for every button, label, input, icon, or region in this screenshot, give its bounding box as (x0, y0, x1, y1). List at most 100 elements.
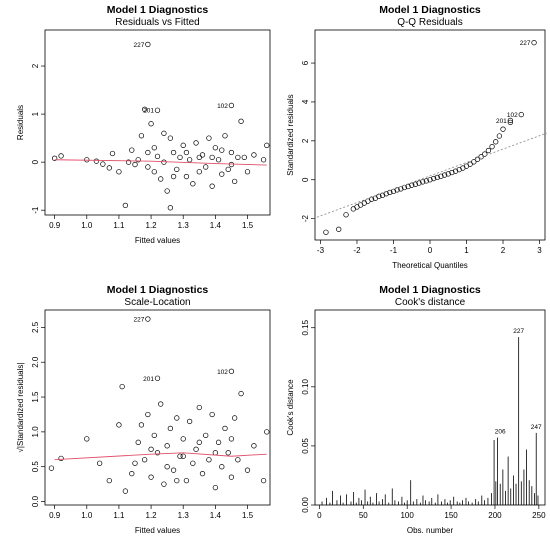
x-tick-label: 0 (428, 246, 433, 255)
data-point (449, 169, 455, 176)
data-point (215, 439, 222, 445)
data-point (225, 450, 231, 456)
x-tick-label: 0 (317, 511, 322, 520)
plot-frame (44, 309, 271, 506)
data-point (196, 404, 202, 411)
data-point (48, 465, 55, 471)
x-tick-label: 1.1 (113, 221, 125, 230)
data-point (132, 161, 138, 168)
data-point (167, 425, 174, 432)
data-point (138, 133, 145, 139)
data-point (125, 159, 132, 165)
data-point (58, 455, 64, 461)
data-point (141, 457, 148, 463)
data-point (264, 142, 270, 148)
x-tick-label: 3 (537, 246, 542, 255)
point-label: 206 (495, 429, 506, 436)
y-tick-label: 0.5 (31, 461, 40, 473)
y-tick-label: 2 (31, 63, 40, 68)
point-label: 227 (513, 328, 524, 335)
x-axis-label: Fitted values (135, 526, 180, 535)
data-point (203, 432, 209, 439)
data-point (180, 142, 186, 148)
point-label: 227 (133, 317, 144, 324)
labeled-point (154, 107, 161, 113)
data-point (438, 173, 444, 179)
data-point (158, 176, 164, 182)
data-point (368, 196, 375, 202)
labeled-point (228, 102, 235, 109)
data-point (170, 173, 177, 180)
data-point (471, 159, 477, 165)
data-point (231, 415, 238, 421)
data-point (138, 422, 145, 428)
data-point (145, 411, 151, 418)
point-label: 102 (507, 112, 518, 119)
data-point (423, 178, 429, 184)
data-point (148, 474, 154, 480)
y-tick-label: 2 (301, 138, 310, 143)
x-tick-label: 1 (464, 246, 469, 255)
data-point (109, 150, 116, 157)
x-tick-label: 1.5 (242, 511, 254, 520)
y-tick-label: 1.5 (31, 391, 40, 403)
data-point (493, 139, 499, 145)
x-tick-label: -2 (353, 246, 361, 255)
panel-subtitle: Cook's distance (395, 297, 466, 308)
data-point (141, 106, 148, 112)
y-tick-label: -2 (301, 215, 310, 223)
x-axis-label: Theoretical Quantiles (392, 261, 468, 270)
x-tick-label: 150 (444, 511, 458, 520)
panel-subtitle: Q-Q Residuals (397, 17, 463, 28)
point-label: 201 (143, 108, 154, 115)
data-point (206, 135, 212, 141)
data-point (228, 149, 235, 156)
panel-subtitle: Scale-Location (124, 297, 190, 308)
data-point (244, 169, 251, 175)
data-point (445, 171, 451, 177)
data-point (251, 443, 257, 449)
data-point (84, 436, 90, 442)
data-point (485, 147, 492, 154)
data-point (119, 383, 125, 390)
panel-title: Model 1 Diagnostics (107, 284, 209, 296)
data-point (478, 154, 484, 160)
panel-subtitle: Residuals vs Fitted (115, 17, 199, 28)
data-point (161, 130, 167, 136)
data-point (260, 157, 267, 163)
y-tick-label: 0.15 (301, 319, 310, 335)
panel-title: Model 1 Diagnostics (107, 4, 209, 16)
labeled-point (507, 117, 513, 124)
x-tick-label: 1.4 (210, 221, 222, 230)
data-point (190, 181, 196, 187)
data-point (467, 161, 473, 167)
plot-frame (314, 309, 546, 506)
data-point (206, 457, 212, 463)
data-point (203, 164, 209, 170)
data-point (167, 205, 174, 211)
x-tick-label: 1.1 (113, 511, 125, 520)
data-point (225, 166, 231, 173)
data-point (151, 432, 157, 439)
data-point (441, 172, 448, 178)
y-axis-label: Standardized residuals (286, 94, 295, 175)
data-point (228, 474, 235, 480)
data-point (145, 164, 151, 170)
data-point (199, 152, 206, 158)
x-tick-label: 1.3 (178, 221, 190, 230)
x-tick-label: 1.5 (242, 221, 254, 230)
data-point (452, 168, 459, 174)
x-tick-label: 1.3 (178, 511, 190, 520)
labeled-point (531, 39, 537, 46)
data-point (183, 173, 190, 180)
data-point (235, 457, 241, 463)
data-point (116, 422, 122, 428)
labeled-point (145, 41, 151, 48)
data-point (148, 446, 154, 452)
y-tick-label: 0.00 (301, 497, 310, 513)
point-label: 102 (217, 369, 228, 376)
data-point (219, 464, 225, 470)
y-tick-label: 6 (301, 60, 310, 65)
